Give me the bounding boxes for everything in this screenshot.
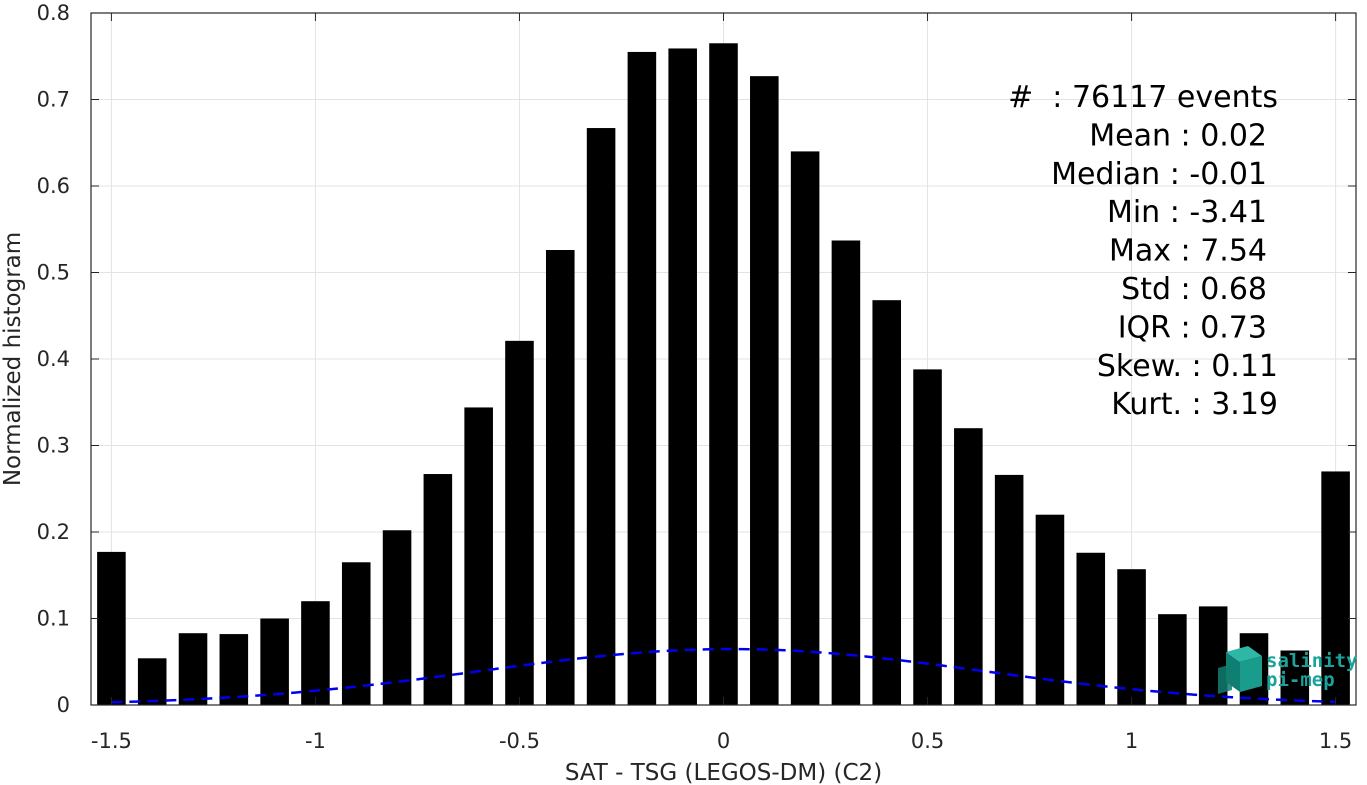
histogram-bar [301, 601, 330, 705]
y-tick-label: 0.1 [37, 607, 70, 631]
histogram-bar [219, 634, 249, 705]
stats-line: Max : 7.54 [1109, 234, 1267, 269]
histogram-bar [586, 128, 616, 706]
histogram-bar [545, 250, 575, 705]
histogram-bar [178, 633, 208, 705]
histogram-bar [382, 530, 412, 705]
stats-line: IQR : 0.73 [1118, 310, 1267, 345]
logo-text-line2: pi-mep [1266, 669, 1335, 691]
x-tick-label: -0.5 [499, 729, 540, 753]
histogram-bars [97, 43, 1350, 706]
histogram-bar [1076, 552, 1106, 705]
y-tick-label: 0.8 [37, 1, 70, 25]
histogram-bar [1280, 650, 1310, 705]
histogram-bar [505, 340, 534, 705]
y-tick-label: 0 [57, 693, 70, 717]
y-tick-label: 0.4 [37, 347, 70, 371]
histogram-bar [1321, 471, 1350, 705]
logo-cube-icon [1218, 646, 1262, 694]
stats-line: # : 76117 events [1008, 80, 1278, 115]
x-tick-label: 0.5 [911, 729, 944, 753]
stats-line: Skew. : 0.11 [1097, 349, 1278, 384]
salinity-pimep-logo: salinity pi-mep [1218, 646, 1358, 694]
histogram-bar [994, 474, 1024, 705]
stats-line: Min : -3.41 [1107, 195, 1267, 230]
histogram-bar [423, 474, 453, 705]
logo-text-line1: salinity [1266, 650, 1358, 672]
x-tick-label: 1.5 [1319, 729, 1352, 753]
histogram-bar [341, 562, 371, 705]
y-axis-ticks: 0 0.1 0.2 0.3 0.4 0.5 0.6 0.7 0.8 [37, 1, 1356, 717]
histogram-bar [831, 240, 861, 705]
histogram-bar [913, 369, 942, 705]
histogram-bar [260, 618, 289, 705]
x-tick-label: 1 [1125, 729, 1138, 753]
x-tick-label: -1 [305, 729, 326, 753]
normal-fit-curve [111, 647, 1336, 704]
y-tick-label: 0.6 [37, 174, 70, 198]
x-axis-ticks: -1.5 -1 -0.5 0 0.5 1 1.5 [91, 13, 1352, 753]
histogram-bar [97, 551, 126, 705]
y-tick-label: 0.7 [37, 88, 70, 112]
histogram-bar [872, 300, 902, 705]
histogram-bar [750, 76, 779, 705]
stats-line: Kurt. : 3.19 [1111, 387, 1278, 422]
histogram-bar [709, 43, 738, 705]
histogram-bar [1035, 514, 1065, 705]
histogram-bar [790, 151, 820, 705]
y-tick-label: 0.2 [37, 520, 70, 544]
histogram-bar [627, 51, 657, 706]
y-tick-label: 0.3 [37, 434, 70, 458]
histogram-bar [668, 48, 697, 705]
y-axis-title: Normalized histogram [0, 232, 26, 486]
histogram-bar [137, 658, 167, 705]
stats-line: Mean : 0.02 [1089, 118, 1267, 153]
y-tick-label: 0.5 [37, 261, 70, 285]
stats-line: Median : -0.01 [1051, 157, 1267, 192]
histogram-bar [954, 428, 983, 705]
stats-line: Std : 0.68 [1121, 272, 1267, 307]
histogram-bar [1158, 614, 1187, 705]
x-tick-label: 0 [717, 729, 730, 753]
x-tick-label: -1.5 [91, 729, 132, 753]
histogram-bar [464, 407, 493, 705]
x-axis-title: SAT - TSG (LEGOS-DM) (C2) [565, 760, 882, 785]
histogram-bar [1117, 569, 1146, 705]
